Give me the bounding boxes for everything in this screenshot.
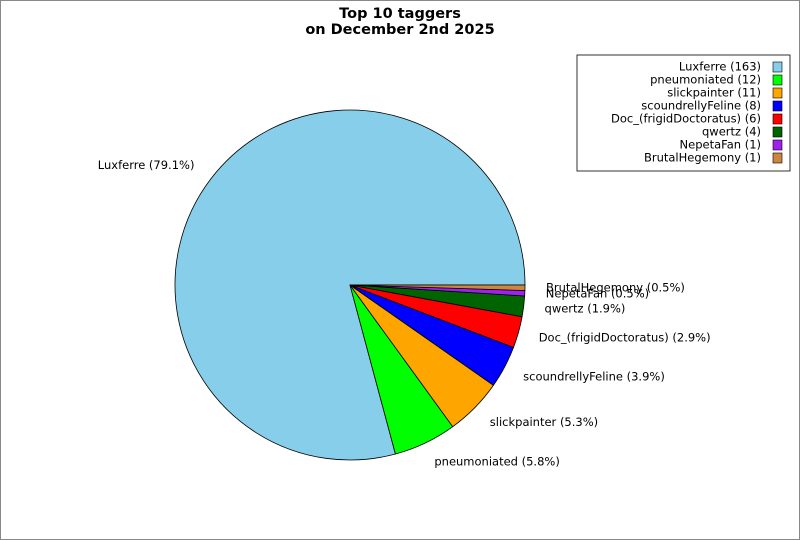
- legend-swatch: [772, 100, 783, 112]
- slice-label: pneumoniated (5.8%): [434, 454, 559, 468]
- chart-subtitle: on December 2nd 2025: [305, 22, 494, 38]
- legend-label: Doc_(frigidDoctoratus) (6): [611, 112, 761, 126]
- legend-label: scoundrellyFeline (8): [641, 99, 761, 113]
- slice-label: NepetaFan (0.5%): [546, 287, 649, 301]
- legend-label: BrutalHegemony (1): [644, 151, 761, 165]
- legend-label: pneumoniated (12): [650, 73, 761, 87]
- slice-label: slickpainter (5.3%): [490, 415, 598, 429]
- legend-swatch: [772, 126, 783, 138]
- legend-swatch: [772, 113, 783, 125]
- slice-label: BrutalHegemony (0.5%): [546, 281, 685, 295]
- pie-slice: [349, 284, 526, 291]
- slice-label: scoundrellyFeline (3.9%): [523, 369, 665, 383]
- chart-title: Top 10 taggers: [339, 6, 461, 22]
- slice-label: qwertz (1.9%): [545, 301, 626, 315]
- legend-swatch: [772, 139, 783, 151]
- legend-swatch: [772, 87, 783, 99]
- slice-label: Luxferre (79.1%): [98, 158, 195, 172]
- legend-swatch: [772, 61, 783, 73]
- legend-label: Luxferre (163): [679, 60, 761, 74]
- legend-label: NepetaFan (1): [680, 138, 761, 152]
- legend-label: slickpainter (11): [667, 86, 761, 100]
- legend-box: [576, 54, 791, 172]
- legend-swatch: [772, 74, 783, 86]
- legend-label: qwertz (4): [702, 125, 761, 139]
- slice-label: Doc_(frigidDoctoratus) (2.9%): [539, 330, 711, 344]
- legend-swatch: [772, 152, 783, 164]
